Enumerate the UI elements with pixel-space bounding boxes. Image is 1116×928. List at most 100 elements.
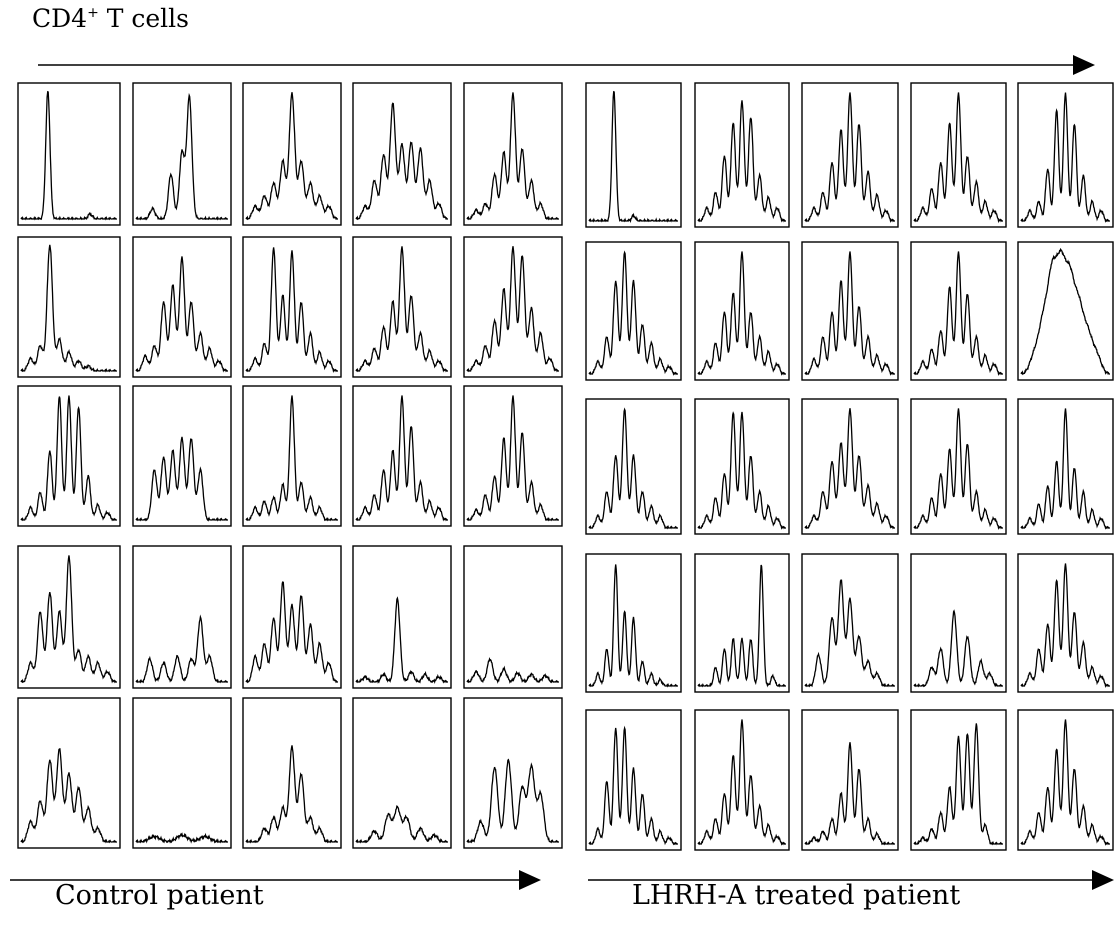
histogram-trace (804, 408, 895, 530)
histogram-panel-g2-r2-c2 (694, 241, 790, 381)
histogram-trace (804, 579, 895, 688)
panel-frame (801, 82, 899, 228)
title-rest: T cells (98, 4, 189, 33)
histogram-trace (245, 247, 338, 374)
histogram-trace (697, 411, 786, 530)
panel-frame (910, 241, 1007, 381)
panel-frame (17, 385, 121, 527)
panel-frame (694, 398, 790, 535)
panel-frame (694, 709, 790, 851)
histogram-trace (697, 100, 786, 223)
panels (17, 82, 1114, 851)
histogram-panel-g1-r2-c3 (242, 236, 342, 378)
histogram-panel-g1-r1-c2 (132, 82, 232, 226)
panel-frame (242, 545, 342, 689)
histogram-trace (466, 657, 559, 684)
histogram-panel-g1-r2-c5 (463, 236, 563, 378)
panel-frame (463, 545, 563, 689)
histogram-trace (804, 742, 895, 846)
histogram-panel-g1-r5-c5 (463, 697, 563, 849)
control-patient-label: Control patient (55, 880, 264, 911)
panel-frame (801, 709, 899, 851)
histogram-trace (1020, 719, 1110, 846)
panel-frame (801, 553, 899, 693)
histogram-trace (466, 758, 559, 844)
histogram-trace (588, 725, 678, 846)
histogram-trace (804, 251, 895, 376)
histogram-trace (913, 723, 1003, 846)
panel-frame (1017, 709, 1114, 851)
histogram-trace (20, 244, 117, 373)
panel-frame (352, 236, 452, 378)
histogram-trace (1020, 247, 1110, 376)
histogram-panel-g2-r5-c2 (694, 709, 790, 851)
panel-frame (585, 82, 682, 228)
control-arrow (10, 870, 541, 890)
histogram-panel-g2-r5-c4 (910, 709, 1007, 851)
histogram-trace (20, 395, 117, 522)
histogram-trace (466, 246, 559, 373)
histogram-panel-g1-r4-c2 (132, 545, 232, 689)
panel-frame (242, 236, 342, 378)
histogram-panel-g2-r3-c5 (1017, 398, 1114, 535)
histogram-panel-g1-r5-c4 (352, 697, 452, 849)
panel-frame (585, 709, 682, 851)
histogram-trace (913, 408, 1003, 531)
panel-frame (132, 697, 232, 849)
panel-frame (585, 553, 682, 693)
histogram-panel-g1-r1-c5 (463, 82, 563, 226)
lhrh-treated-panels (585, 82, 1114, 851)
histogram-panel-g1-r3-c2 (132, 385, 232, 527)
histogram-panel-g2-r4-c2 (694, 553, 790, 693)
panel-frame (801, 241, 899, 381)
histogram-panel-g2-r1-c2 (694, 82, 790, 228)
histogram-trace (135, 832, 228, 844)
histogram-panel-g1-r4-c5 (463, 545, 563, 689)
histogram-panel-g1-r1-c3 (242, 82, 342, 226)
histogram-trace (1020, 92, 1110, 223)
panel-frame (242, 385, 342, 527)
histogram-panel-g1-r4-c1 (17, 545, 121, 689)
histogram-trace (697, 564, 786, 688)
histogram-panel-g1-r3-c1 (17, 385, 121, 527)
panel-frame (463, 236, 563, 378)
panel-frame (132, 545, 232, 689)
histogram-panel-g2-r2-c5 (1017, 241, 1114, 381)
title-main: CD4 (32, 4, 88, 33)
panel-frame (694, 241, 790, 381)
panel-frame (801, 398, 899, 535)
histogram-trace (355, 596, 448, 685)
histogram-trace (588, 90, 678, 224)
histogram-trace (135, 92, 228, 221)
histogram-trace (697, 719, 786, 846)
histogram-trace (355, 246, 448, 373)
histogram-trace (355, 395, 448, 522)
panel-frame (463, 385, 563, 527)
panel-frame (463, 82, 563, 226)
histogram-panel-g2-r2-c3 (801, 241, 899, 381)
histogram-panel-g2-r1-c3 (801, 82, 899, 228)
histogram-trace (135, 256, 228, 373)
histogram-panel-g1-r5-c3 (242, 697, 342, 849)
histogram-panel-g2-r4-c5 (1017, 553, 1114, 693)
panel-frame (585, 241, 682, 381)
panel-frame (694, 553, 790, 693)
panel-frame (17, 82, 121, 226)
arrows (10, 55, 1114, 890)
histogram-trace (466, 395, 559, 522)
histogram-trace (1020, 408, 1110, 530)
panel-frame (585, 398, 682, 535)
histogram-panel-g2-r3-c1 (585, 398, 682, 535)
panel-frame (352, 385, 452, 527)
histogram-panel-g2-r1-c5 (1017, 82, 1114, 228)
histogram-trace (20, 748, 117, 844)
histogram-panel-g1-r4-c3 (242, 545, 342, 689)
histogram-panel-g2-r5-c5 (1017, 709, 1114, 851)
histogram-panel-g1-r4-c4 (352, 545, 452, 689)
histogram-panel-g1-r2-c2 (132, 236, 232, 378)
histogram-panel-g2-r1-c4 (910, 82, 1007, 228)
histogram-trace (588, 564, 678, 688)
histogram-panel-g1-r5-c2 (132, 697, 232, 849)
histogram-trace (913, 609, 1003, 688)
